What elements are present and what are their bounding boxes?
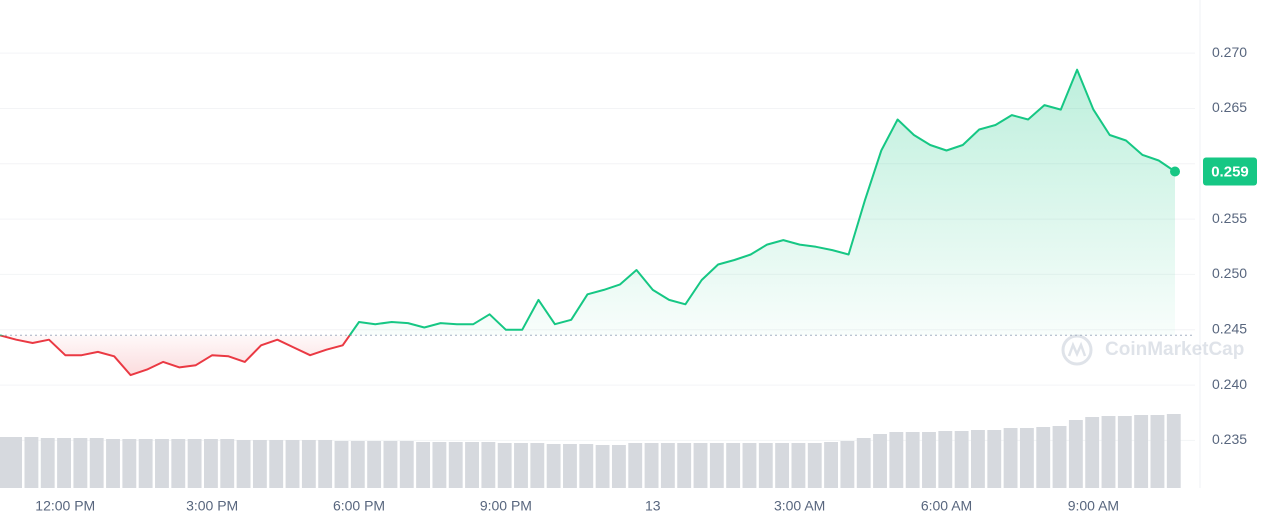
x-tick-label: 12:00 PM [35, 498, 95, 514]
volume-bar [530, 443, 545, 488]
volume-bar [138, 439, 153, 488]
volume-bar [595, 445, 610, 488]
volume-bar [383, 441, 398, 488]
volume-bar [220, 439, 235, 488]
volume-bar [824, 442, 839, 488]
volume-bar [252, 440, 267, 488]
y-tick-label: 0.270 [1212, 44, 1247, 60]
volume-bar [905, 432, 920, 488]
volume-bar [399, 441, 414, 488]
volume-bar [1085, 417, 1100, 488]
volume-bar [922, 432, 936, 488]
volume-bar [889, 432, 904, 488]
volume-bar [644, 443, 659, 488]
price-area [0, 69, 1175, 376]
volume-bar [318, 440, 333, 488]
volume-bar [269, 440, 284, 488]
y-tick-label: 0.250 [1212, 265, 1247, 281]
volume-bar [856, 438, 871, 488]
watermark-text: CoinMarketCap [1105, 339, 1244, 360]
volume-bar [73, 438, 88, 488]
volume-bar [57, 438, 71, 488]
volume-bar [1019, 428, 1034, 488]
volume-bar [106, 439, 120, 488]
volume-bar [448, 442, 463, 488]
volume-bar [938, 431, 953, 488]
volume-bar [122, 439, 137, 488]
volume-bar [807, 443, 822, 488]
volume-bar [416, 442, 431, 488]
volume-bar [236, 440, 251, 488]
volume-bar [285, 440, 300, 488]
volume-bar [971, 430, 985, 488]
volume-bar [203, 439, 218, 488]
volume-bar [791, 443, 806, 488]
volume-bar [987, 430, 1002, 488]
volume-bar [873, 434, 887, 488]
price-badge [1203, 157, 1257, 186]
x-tick-label: 9:00 PM [480, 498, 532, 514]
volume-bar [677, 443, 692, 488]
volume-bar [1101, 416, 1116, 488]
volume-bar [89, 438, 104, 488]
volume-bar [693, 443, 708, 488]
volume-bar [1150, 415, 1165, 488]
volume-bar [432, 442, 447, 488]
volume-bar [726, 443, 741, 488]
x-tick-label: 13 [645, 498, 661, 514]
volume-bar [579, 444, 594, 488]
volume-bar [171, 439, 186, 488]
volume-bar [367, 441, 382, 488]
watermark: CoinMarketCap [1061, 334, 1244, 366]
volume-bar [481, 442, 496, 488]
volume-bar [24, 437, 39, 488]
volume-bar [1003, 428, 1018, 488]
y-tick-label: 0.235 [1212, 431, 1247, 447]
volume-bar [1134, 415, 1149, 488]
volume-bar [628, 443, 643, 488]
last-point [1170, 166, 1180, 177]
volume-bar [611, 445, 626, 488]
volume-bar [840, 441, 855, 488]
volume-bar [563, 444, 577, 488]
volume-bar [155, 439, 169, 488]
volume-bar [301, 440, 316, 488]
volume-bar [334, 441, 349, 488]
volume-bar [350, 441, 365, 488]
volume-bar [775, 443, 790, 488]
volume-bar [546, 444, 561, 488]
x-tick-label: 9:00 AM [1068, 498, 1119, 514]
volume-bar [1036, 427, 1051, 488]
price-line [0, 68, 1176, 377]
volume-bar [709, 443, 724, 488]
volume-bar [187, 439, 202, 488]
volume-bar [8, 437, 23, 488]
volume-bar [1052, 426, 1067, 488]
y-tick-label: 0.265 [1212, 99, 1247, 115]
y-tick-label: 0.245 [1212, 320, 1247, 336]
x-tick-label: 3:00 AM [774, 498, 825, 514]
volume-bar [954, 431, 969, 488]
volume-bar [1068, 420, 1083, 488]
volume-bar [1166, 414, 1181, 488]
volume-bar [40, 438, 55, 488]
x-tick-label: 6:00 AM [921, 498, 972, 514]
volume-bar [1117, 416, 1132, 488]
price-label: 0.259 [1211, 163, 1249, 180]
volume-bar [758, 443, 773, 488]
volume-bar [465, 442, 479, 488]
volume-bar [514, 443, 528, 488]
x-tick-label: 6:00 PM [333, 498, 385, 514]
y-tick-label: 0.255 [1212, 210, 1247, 226]
x-tick-label: 3:00 PM [186, 498, 238, 514]
volume-bar [497, 443, 512, 488]
volume-bar [742, 443, 757, 488]
volume-bar [660, 443, 675, 488]
y-tick-label: 0.240 [1212, 376, 1247, 392]
